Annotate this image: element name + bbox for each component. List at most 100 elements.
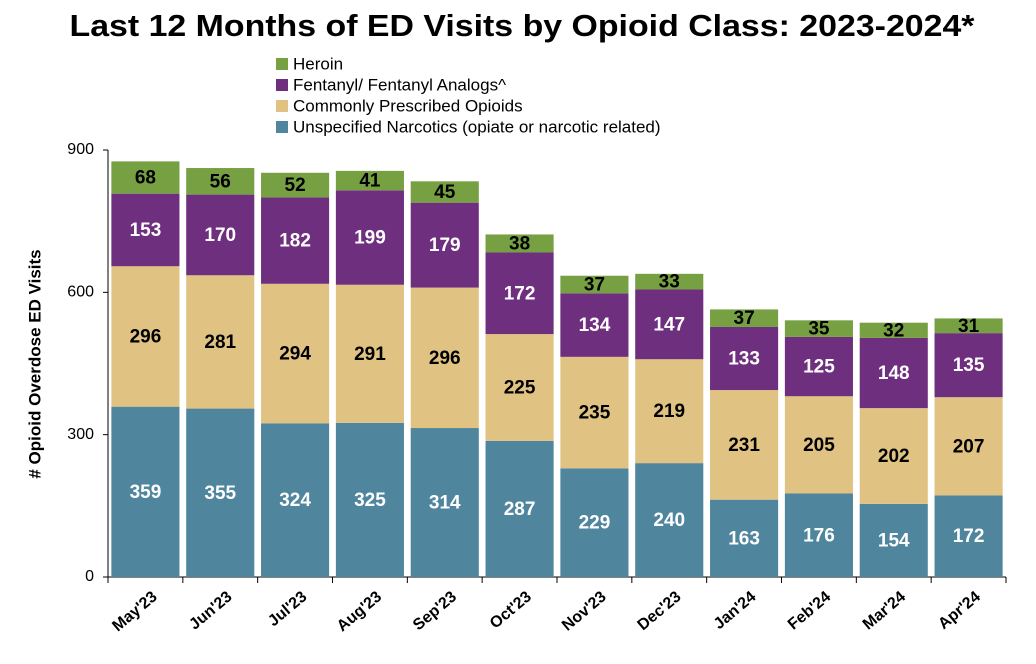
bar-segment: [710, 499, 779, 577]
data-label: 235: [579, 403, 611, 424]
bar-segment: [111, 266, 180, 407]
bar-segment: [485, 234, 554, 253]
bar-segment: [261, 283, 330, 424]
legend-swatch: [276, 79, 288, 91]
y-tick-label: 0: [85, 568, 94, 585]
data-label: 287: [504, 499, 536, 520]
data-label: 172: [504, 283, 536, 304]
y-tick-label: 900: [67, 141, 94, 158]
x-tick-label: Mar'24: [860, 588, 909, 633]
bar-segment: [710, 326, 779, 391]
data-label: 240: [653, 510, 685, 531]
data-label: 147: [653, 314, 685, 335]
bar-segment: [335, 190, 404, 285]
bar-segment: [784, 320, 853, 337]
x-tick-label: Dec'23: [635, 588, 685, 634]
bar-segment: [186, 168, 255, 195]
bar-segment: [934, 333, 1003, 398]
bar-segment: [934, 318, 1003, 334]
y-tick-label: 300: [67, 426, 94, 443]
bar-segment: [261, 172, 330, 198]
bar-segment: [934, 495, 1003, 577]
bar-segment: [784, 396, 853, 494]
x-tick-label: Jan'24: [711, 588, 760, 633]
bar-segment: [261, 423, 330, 577]
x-tick-label: May'23: [109, 588, 160, 635]
data-label: 199: [354, 228, 386, 249]
bar-segment: [186, 194, 255, 276]
x-tick-label: Nov'23: [559, 588, 610, 634]
legend-swatch: [276, 100, 288, 112]
bar-segment: [186, 408, 255, 577]
x-tick-label: Sep'23: [410, 588, 460, 634]
bar-segment: [635, 463, 704, 577]
bar-segment: [560, 356, 629, 469]
data-label: 170: [204, 225, 236, 246]
data-label: 355: [204, 483, 236, 504]
bar-segment: [560, 468, 629, 577]
chart-title: Last 12 Months of ED Visits by Opioid Cl…: [70, 8, 976, 43]
data-label: 32: [883, 320, 904, 341]
bar-segment: [784, 336, 853, 397]
bar-segment: [710, 309, 779, 327]
bar-segment: [335, 170, 404, 191]
data-label: 202: [878, 446, 910, 467]
data-label: 154: [878, 530, 910, 551]
data-label: 281: [204, 332, 236, 353]
data-label: 314: [429, 493, 461, 514]
data-label: 52: [285, 175, 306, 196]
data-label: 135: [953, 355, 985, 376]
data-label: 37: [734, 308, 755, 329]
bar-segment: [111, 193, 180, 267]
data-label: 37: [584, 275, 605, 296]
data-label: 45: [434, 182, 456, 203]
bar-segment: [934, 397, 1003, 496]
data-label: 325: [354, 490, 386, 511]
y-tick-label: 600: [67, 284, 94, 301]
bar-segment: [410, 287, 479, 429]
data-label: 35: [808, 319, 830, 340]
legend-swatch: [276, 58, 288, 70]
data-label: 205: [803, 435, 835, 456]
data-label: 296: [429, 348, 461, 369]
x-tick-label: Feb'24: [785, 588, 834, 633]
legend-label: Unspecified Narcotics (opiate or narcoti…: [293, 117, 661, 136]
bar-segment: [859, 337, 928, 409]
data-label: 38: [509, 233, 530, 254]
bar-segment: [710, 390, 779, 500]
data-label: 31: [958, 316, 980, 337]
bar-segment: [410, 181, 479, 203]
bar-segment: [485, 334, 554, 441]
data-label: 291: [354, 344, 386, 365]
legend-label: Heroin: [293, 54, 343, 73]
data-label: 148: [878, 363, 910, 384]
bar-segment: [410, 202, 479, 288]
bar-segment: [111, 161, 180, 194]
data-label: 163: [728, 528, 760, 549]
data-label: 179: [429, 235, 461, 256]
bar-segment: [186, 275, 255, 409]
bar-segment: [560, 293, 629, 357]
y-axis-label: # Opioid Overdose ED Visits: [25, 249, 44, 478]
legend-swatch: [276, 121, 288, 133]
data-label: 133: [728, 349, 760, 370]
data-label: 296: [130, 326, 162, 347]
data-label: 153: [130, 220, 162, 241]
bar-segment: [859, 408, 928, 504]
bar-segment: [111, 406, 180, 577]
x-tick-label: Aug'23: [334, 588, 385, 635]
bar-segment: [635, 289, 704, 360]
bar-segment: [335, 284, 404, 423]
data-label: 207: [953, 436, 985, 457]
bar-segment: [261, 197, 330, 284]
legend-label: Commonly Prescribed Opioids: [293, 96, 523, 115]
x-tick-label: Jun'23: [186, 588, 235, 633]
bar-segment: [485, 440, 554, 577]
data-label: 294: [279, 344, 311, 365]
x-tick-label: Apr'24: [935, 588, 984, 633]
bar-segment: [859, 322, 928, 338]
data-label: 176: [803, 525, 835, 546]
legend-label: Fentanyl/ Fentanyl Analogs^: [293, 75, 506, 94]
data-label: 231: [728, 435, 760, 456]
